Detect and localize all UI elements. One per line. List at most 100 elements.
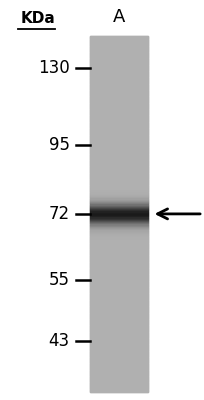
- Bar: [90, 267, 147, 268]
- Bar: [90, 200, 147, 201]
- Bar: [90, 332, 147, 333]
- Bar: [90, 273, 147, 274]
- Bar: [90, 166, 147, 168]
- Bar: [90, 379, 147, 380]
- Bar: [90, 80, 147, 81]
- Bar: [90, 132, 147, 133]
- Bar: [90, 131, 147, 132]
- Bar: [90, 266, 147, 267]
- Bar: [90, 262, 147, 263]
- Bar: [90, 344, 147, 346]
- Bar: [90, 156, 147, 157]
- Bar: [90, 74, 147, 75]
- Bar: [90, 367, 147, 368]
- Bar: [90, 164, 147, 165]
- Bar: [90, 385, 147, 386]
- Bar: [90, 378, 147, 379]
- Bar: [90, 142, 147, 143]
- Bar: [90, 278, 147, 279]
- Bar: [90, 198, 147, 200]
- Bar: [90, 41, 147, 42]
- Bar: [90, 244, 147, 245]
- Bar: [90, 368, 147, 370]
- Bar: [90, 138, 147, 139]
- Bar: [90, 69, 147, 70]
- Bar: [90, 240, 147, 241]
- Bar: [90, 361, 147, 362]
- Bar: [90, 36, 147, 392]
- Bar: [90, 52, 147, 53]
- Bar: [90, 174, 147, 175]
- Bar: [90, 62, 147, 63]
- Bar: [90, 272, 147, 273]
- Bar: [90, 190, 147, 192]
- Bar: [90, 303, 147, 304]
- Bar: [90, 381, 147, 382]
- Bar: [90, 219, 147, 220]
- Bar: [90, 282, 147, 283]
- Bar: [90, 347, 147, 348]
- Bar: [90, 295, 147, 296]
- Bar: [90, 208, 147, 209]
- Bar: [90, 118, 147, 119]
- Bar: [90, 56, 147, 57]
- Bar: [90, 128, 147, 130]
- Bar: [90, 333, 147, 334]
- Bar: [90, 271, 147, 272]
- Bar: [90, 170, 147, 171]
- Bar: [90, 187, 147, 188]
- Bar: [90, 134, 147, 136]
- Bar: [90, 176, 147, 177]
- Bar: [90, 289, 147, 290]
- Bar: [90, 204, 147, 206]
- Bar: [90, 64, 147, 66]
- Bar: [90, 341, 147, 342]
- Bar: [90, 277, 147, 278]
- Bar: [90, 60, 147, 61]
- Bar: [90, 125, 147, 126]
- Bar: [90, 165, 147, 166]
- Bar: [90, 356, 147, 358]
- Bar: [90, 274, 147, 276]
- Bar: [90, 92, 147, 93]
- Bar: [90, 206, 147, 207]
- Bar: [90, 290, 147, 291]
- Bar: [90, 222, 147, 224]
- Bar: [90, 309, 147, 310]
- Bar: [90, 355, 147, 356]
- Bar: [90, 279, 147, 280]
- Bar: [90, 239, 147, 240]
- Bar: [90, 258, 147, 259]
- Bar: [90, 284, 147, 285]
- Bar: [90, 201, 147, 202]
- Text: 72: 72: [48, 205, 69, 223]
- Bar: [90, 98, 147, 99]
- Bar: [90, 162, 147, 163]
- Bar: [90, 154, 147, 155]
- Bar: [90, 297, 147, 298]
- Bar: [90, 209, 147, 210]
- Bar: [90, 320, 147, 321]
- Bar: [90, 86, 147, 87]
- Bar: [90, 326, 147, 327]
- Bar: [90, 36, 147, 37]
- Bar: [90, 235, 147, 236]
- Bar: [90, 236, 147, 238]
- Bar: [90, 180, 147, 181]
- Bar: [90, 280, 147, 282]
- Bar: [90, 311, 147, 312]
- Bar: [90, 68, 147, 69]
- Bar: [90, 182, 147, 183]
- Bar: [90, 70, 147, 72]
- Text: 95: 95: [49, 136, 69, 154]
- Bar: [90, 327, 147, 328]
- Bar: [90, 78, 147, 79]
- Bar: [90, 251, 147, 252]
- Text: A: A: [112, 8, 124, 26]
- Bar: [90, 382, 147, 384]
- Bar: [90, 175, 147, 176]
- Bar: [90, 260, 147, 262]
- Bar: [90, 157, 147, 158]
- Bar: [90, 373, 147, 374]
- Bar: [90, 388, 147, 390]
